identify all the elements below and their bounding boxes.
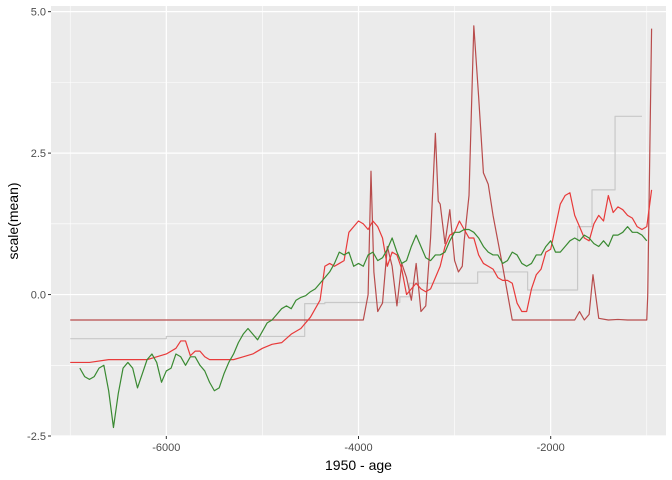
series-line-1	[70, 25, 653, 321]
y-axis-title: scale(mean)	[5, 182, 21, 259]
y-tick-label-2: 2.5	[31, 148, 46, 160]
x-tick-label-2: -2000	[537, 442, 565, 454]
x-tick-label-1: -4000	[344, 442, 372, 454]
y-axis: -2.5 0.0 2.5 5.0	[27, 7, 51, 443]
series-lines	[70, 25, 653, 429]
y-tick-label-3: 5.0	[31, 7, 46, 19]
series-line-3	[79, 226, 648, 429]
y-tick-label-1: 0.0	[31, 290, 46, 302]
x-axis-title: 1950 - age	[325, 457, 392, 473]
x-tick-label-0: -6000	[152, 442, 180, 454]
y-tick-label-0: -2.5	[27, 431, 46, 443]
series-line-2	[70, 189, 653, 364]
x-axis: -6000 -4000 -2000	[152, 436, 565, 454]
